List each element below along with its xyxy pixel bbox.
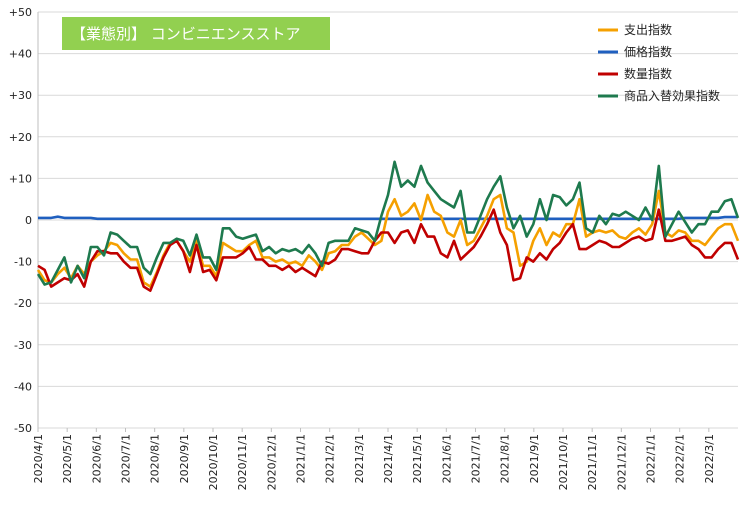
- legend-label: 商品入替効果指数: [624, 88, 720, 103]
- x-tick-label: 2021/1/1: [295, 434, 308, 483]
- y-tick-label: +50: [9, 6, 32, 19]
- x-tick-label: 2021/7/1: [470, 434, 483, 483]
- x-tick-label: 2021/8/1: [499, 434, 512, 483]
- x-tick-label: 2021/4/1: [382, 434, 395, 483]
- x-tick-label: 2020/8/1: [149, 434, 162, 483]
- chart-title-text: 【業態別】 コンビニエンスストア: [71, 25, 300, 43]
- chart-title-background: [62, 17, 330, 50]
- x-tick-label: 2020/9/1: [178, 434, 191, 483]
- legend-label: 支出指数: [624, 22, 672, 37]
- x-tick-label: 2021/11/1: [586, 434, 599, 490]
- y-tick-label: +40: [9, 48, 32, 61]
- x-tick-label: 2022/3/1: [703, 434, 716, 483]
- series-line-3: [36, 160, 740, 286]
- x-tick-label: 2021/9/1: [528, 434, 541, 483]
- x-tick-label: 2020/7/1: [120, 434, 133, 483]
- x-tick-label: 2021/5/1: [411, 434, 424, 483]
- y-axis-ticks: +50 +40 +30 +20 +10 0 -10 -20 -30 -40 -50: [9, 6, 32, 435]
- y-tick-label: -40: [14, 380, 32, 393]
- series-line-1: [38, 215, 738, 221]
- series-lines: [36, 160, 740, 293]
- x-tick-label: 2021/3/1: [353, 434, 366, 483]
- legend-label: 数量指数: [624, 66, 672, 81]
- y-tick-label: 0: [25, 214, 32, 227]
- x-tick-label: 2022/2/1: [674, 434, 687, 483]
- x-axis-ticks: 2020/4/1 2020/5/1 2020/6/1 2020/7/1 2020/8/1…: [32, 428, 716, 490]
- y-tick-label: -30: [14, 339, 32, 352]
- x-tick-label: 2020/12/1: [265, 434, 278, 490]
- x-tick-label: 2021/10/1: [557, 434, 570, 490]
- x-tick-label: 2020/10/1: [207, 434, 220, 490]
- x-tick-label: 2021/12/1: [615, 434, 628, 490]
- y-tick-label: +30: [9, 89, 32, 102]
- x-tick-label: 2021/6/1: [440, 434, 453, 483]
- x-tick-label: 2020/5/1: [61, 434, 74, 483]
- y-tick-label: -50: [14, 422, 32, 435]
- x-tick-label: 2022/1/1: [645, 434, 658, 483]
- x-tick-label: 2020/11/1: [236, 434, 249, 490]
- y-tick-label: -20: [14, 297, 32, 310]
- chart-title: 【業態別】 コンビニエンスストア: [62, 17, 330, 50]
- x-tick-label: 2021/2/1: [324, 434, 337, 483]
- legend-label: 価格指数: [624, 44, 672, 59]
- x-tick-label: 2020/4/1: [32, 434, 45, 483]
- series-line-2: [37, 208, 740, 293]
- y-tick-label: +20: [9, 131, 32, 144]
- y-tick-label: +10: [9, 172, 32, 185]
- x-tick-label: 2020/6/1: [90, 434, 103, 483]
- y-tick-label: -10: [14, 256, 32, 269]
